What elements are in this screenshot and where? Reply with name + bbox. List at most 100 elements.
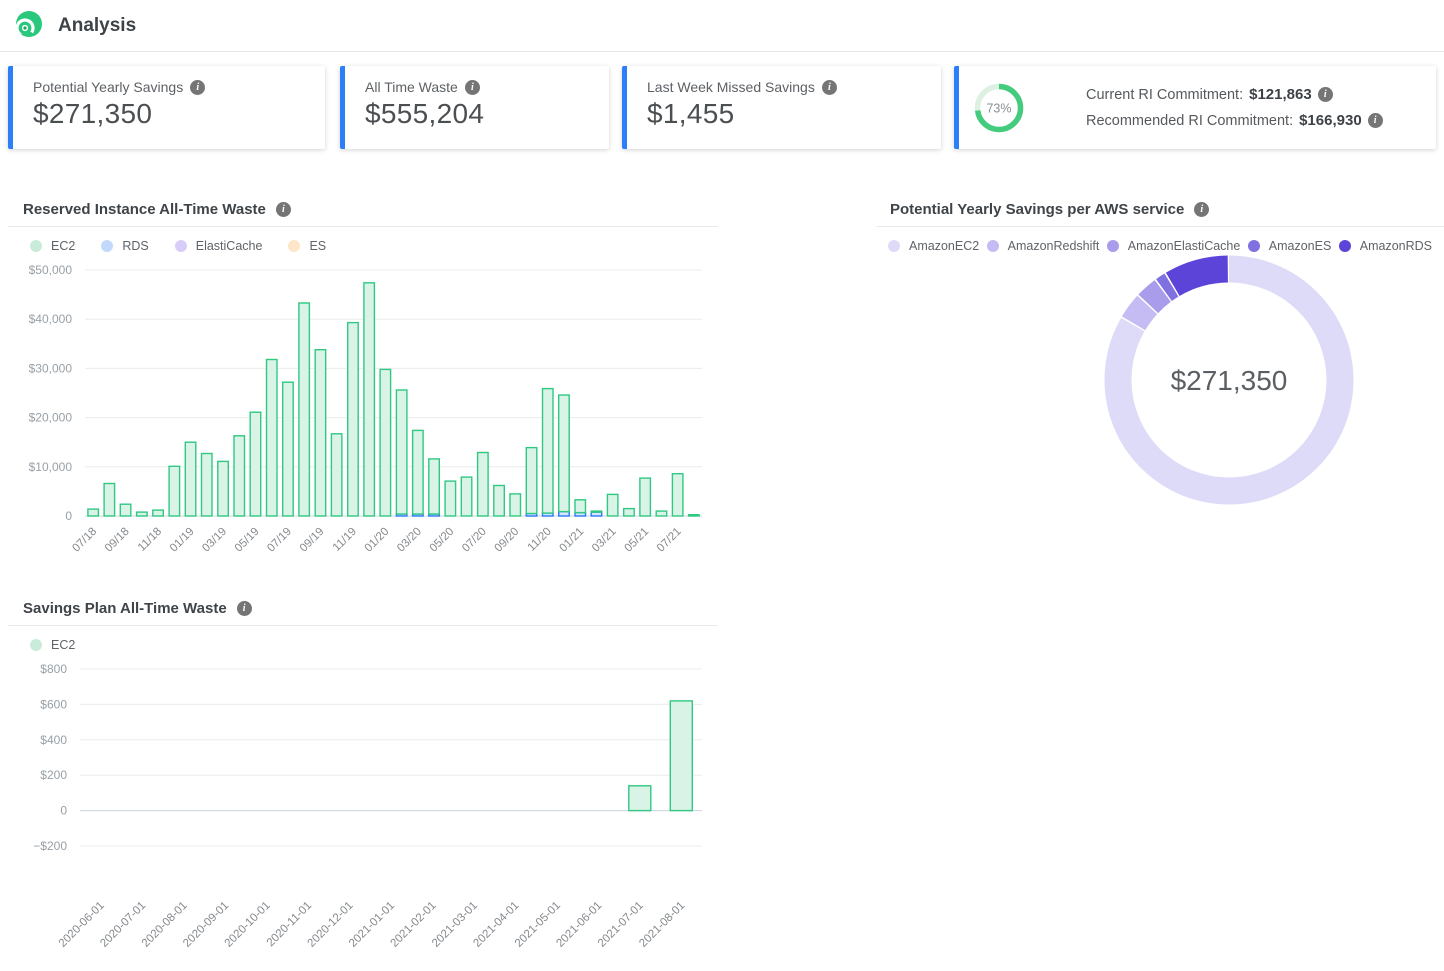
- bar-EC2-07/18[interactable]: [87, 508, 100, 517]
- bar-EC2-07/21[interactable]: [671, 472, 684, 517]
- legend-item-EC2[interactable]: EC2: [30, 239, 75, 253]
- svg-text:05/21: 05/21: [622, 526, 651, 555]
- bar-EC2-12/18[interactable]: [168, 465, 181, 517]
- svg-text:01/19: 01/19: [168, 526, 197, 555]
- bar-EC2-12/19[interactable]: [363, 282, 376, 517]
- legend-item-RDS[interactable]: RDS: [101, 239, 149, 253]
- bar-EC2-09/18[interactable]: [119, 503, 132, 517]
- bar-EC2-11/18[interactable]: [152, 509, 165, 517]
- bar-EC2-05/19[interactable]: [249, 411, 262, 517]
- bar-EC2-01/21[interactable]: [574, 499, 587, 514]
- kpi-value: $1,455: [647, 98, 735, 129]
- svg-text:$800: $800: [40, 662, 67, 676]
- svg-text:09/20: 09/20: [493, 526, 522, 555]
- kpi-label: Potential Yearly Savings i: [33, 79, 305, 95]
- bar-EC2-06/21[interactable]: [655, 510, 668, 517]
- svg-text:07/21: 07/21: [655, 526, 684, 555]
- info-icon[interactable]: i: [1317, 87, 1333, 102]
- svg-text:$10,000: $10,000: [29, 460, 73, 474]
- bar-EC2-03/20[interactable]: [411, 429, 424, 515]
- bar-EC2-2021-07-01[interactable]: [628, 785, 652, 812]
- info-icon[interactable]: i: [190, 79, 206, 95]
- svg-text:05/20: 05/20: [428, 526, 457, 555]
- bar-EC2-08/18[interactable]: [103, 482, 116, 517]
- ri-waste-bar-chart[interactable]: 0 $10,000 $20,000 $30,000 $40,000 $50,000 07/1…: [8, 255, 718, 577]
- bar-EC2-08/20[interactable]: [493, 484, 505, 517]
- kpi-label-text: Potential Yearly Savings: [33, 79, 184, 95]
- bar-EC2-04/21[interactable]: [623, 507, 635, 517]
- legend-dot-icon: [1247, 240, 1260, 252]
- bar-EC2-04/19[interactable]: [233, 435, 246, 517]
- svg-text:$20,000: $20,000: [29, 411, 73, 425]
- svg-text:11/19: 11/19: [331, 526, 359, 554]
- legend-item-EC2[interactable]: EC2: [30, 638, 75, 652]
- info-icon[interactable]: i: [1367, 113, 1383, 128]
- legend-item-AmazonRedshift[interactable]: AmazonRedshift: [986, 239, 1099, 253]
- bar-EC2-08/21[interactable]: [687, 514, 700, 517]
- bar-EC2-11/20[interactable]: [541, 387, 554, 514]
- savings-per-service-donut-chart[interactable]: $271,350: [876, 255, 1444, 585]
- bar-EC2-12/20[interactable]: [558, 394, 570, 513]
- svg-text:$200: $200: [40, 768, 67, 782]
- recommended-ri-commitment-row: Recommended RI Commitment: $166,930 i: [1086, 112, 1383, 129]
- commitment-value: $166,930: [1299, 112, 1362, 129]
- info-icon[interactable]: i: [236, 600, 252, 616]
- bar-EC2-07/19[interactable]: [282, 381, 294, 517]
- svg-text:01/21: 01/21: [558, 526, 587, 555]
- bar-EC2-10/19[interactable]: [330, 433, 343, 517]
- kpi-label: Last Week Missed Savings i: [647, 79, 921, 95]
- divider: [8, 625, 718, 626]
- donut-slice-AmazonEC2[interactable]: [1104, 255, 1354, 505]
- bar-EC2-08/19[interactable]: [298, 302, 311, 517]
- bar-EC2-03/19[interactable]: [217, 460, 230, 517]
- panel-title: Savings Plan All-Time Waste i: [8, 589, 718, 619]
- bar-EC2-02/21[interactable]: [590, 510, 603, 513]
- info-icon[interactable]: i: [464, 79, 480, 95]
- legend-label: RDS: [122, 239, 149, 253]
- legend-label: AmazonRDS: [1359, 239, 1432, 253]
- bar-EC2-10/18[interactable]: [135, 511, 148, 517]
- bar-EC2-04/20[interactable]: [428, 458, 440, 515]
- panel-title-text: Reserved Instance All-Time Waste: [23, 200, 266, 218]
- legend-item-AmazonES[interactable]: AmazonES: [1247, 239, 1331, 253]
- bar-EC2-09/20[interactable]: [509, 493, 522, 517]
- bar-EC2-05/21[interactable]: [639, 477, 652, 517]
- legend-dot-icon: [30, 240, 42, 252]
- bar-EC2-06/20[interactable]: [460, 476, 473, 517]
- info-icon[interactable]: i: [1194, 201, 1210, 217]
- legend-item-AmazonEC2[interactable]: AmazonEC2: [888, 239, 979, 253]
- panel-title: Potential Yearly Savings per AWS service…: [876, 190, 1444, 220]
- legend-item-ElastiCache[interactable]: ElastiCache: [174, 239, 262, 253]
- commitment-label: Current RI Commitment:: [1086, 86, 1244, 103]
- bar-EC2-10/20[interactable]: [525, 446, 538, 515]
- app-logo-icon[interactable]: [12, 10, 44, 42]
- kpi-card-potential-yearly-savings: Potential Yearly Savings i $271,350: [8, 66, 325, 149]
- donut-center-value: $271,350: [1171, 365, 1288, 396]
- legend-label: EC2: [51, 638, 76, 652]
- legend-item-AmazonRDS[interactable]: AmazonRDS: [1338, 239, 1432, 253]
- bar-EC2-01/19[interactable]: [184, 441, 197, 517]
- bar-EC2-02/19[interactable]: [200, 452, 213, 517]
- bar-EC2-07/20[interactable]: [476, 451, 489, 517]
- bar-EC2-05/20[interactable]: [444, 480, 457, 517]
- kpi-card-last-week-missed-savings: Last Week Missed Savings i $1,455: [622, 66, 941, 149]
- info-icon[interactable]: i: [821, 79, 837, 95]
- bar-EC2-02/20[interactable]: [395, 389, 408, 515]
- divider: [876, 226, 1444, 227]
- sp-waste-bar-chart[interactable]: −$2000$200$400$600$8002020-06-012020-07-…: [8, 654, 718, 966]
- bar-EC2-11/19[interactable]: [347, 321, 359, 517]
- bar-EC2-01/20[interactable]: [379, 368, 392, 517]
- legend-item-AmazonElastiCache[interactable]: AmazonElastiCache: [1106, 239, 1240, 253]
- panel-title: Reserved Instance All-Time Waste i: [8, 190, 718, 220]
- bar-EC2-2021-08-01[interactable]: [669, 700, 693, 812]
- bar-EC2-09/19[interactable]: [314, 348, 327, 517]
- bar-EC2-03/21[interactable]: [606, 493, 619, 517]
- kpi-value: $555,204: [365, 98, 485, 129]
- legend-item-ES[interactable]: ES: [288, 239, 326, 253]
- bar-EC2-06/19[interactable]: [265, 358, 278, 517]
- info-icon[interactable]: i: [275, 201, 291, 217]
- svg-text:07/20: 07/20: [460, 526, 489, 555]
- svg-text:−$200: −$200: [33, 839, 67, 853]
- commitment-rows: Current RI Commitment: $121,863 i Recomm…: [1086, 86, 1383, 129]
